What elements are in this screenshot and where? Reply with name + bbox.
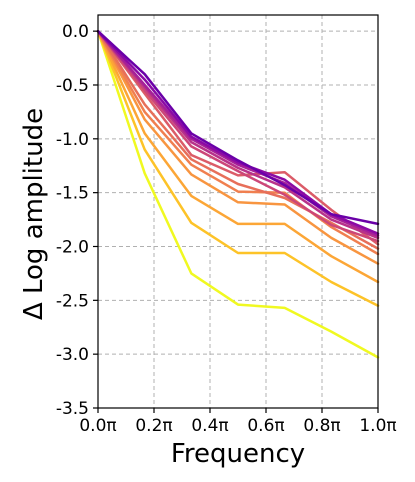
y-tick-label: -2.5 xyxy=(56,291,89,311)
x-axis-label: Frequency xyxy=(171,439,305,469)
series-line-3 xyxy=(96,29,380,284)
y-tick-label: -1.5 xyxy=(56,184,89,204)
x-tick-label: 1.0π xyxy=(359,416,396,436)
series-line-2 xyxy=(96,29,380,307)
series-line-7 xyxy=(96,29,380,246)
y-tick-label: -2.0 xyxy=(56,237,89,257)
y-tick-label: -3.0 xyxy=(56,345,89,365)
plot-frame xyxy=(97,14,379,409)
y-tick-label: -3.5 xyxy=(56,399,89,419)
axis-ticks: 0.0π 0.2π 0.4π 0.6π 0.8π 1.0π 0.0 -0.5 -1.0 -1.5 -… xyxy=(56,22,397,436)
series-line-4 xyxy=(96,29,380,265)
series-line-1 xyxy=(96,29,380,359)
series-line-9 xyxy=(96,29,380,240)
series-line-12 xyxy=(96,29,380,226)
series-line-5 xyxy=(96,29,380,256)
y-axis-label: Δ Log amplitude xyxy=(19,108,49,320)
x-tick-label: 0.4π xyxy=(191,416,228,436)
y-tick-label: -0.5 xyxy=(56,76,89,96)
x-tick-label: 0.8π xyxy=(303,416,340,436)
series-lines xyxy=(96,29,380,359)
y-tick-label: -1.0 xyxy=(56,130,89,150)
x-tick-label: 0.2π xyxy=(135,416,172,436)
y-tick-label: 0.0 xyxy=(62,22,89,42)
series-line-6 xyxy=(96,29,380,250)
x-tick-label: 0.6π xyxy=(247,416,284,436)
series-line-10 xyxy=(96,29,380,237)
x-tick-label: 0.0π xyxy=(79,416,116,436)
series-line-8 xyxy=(96,29,380,243)
